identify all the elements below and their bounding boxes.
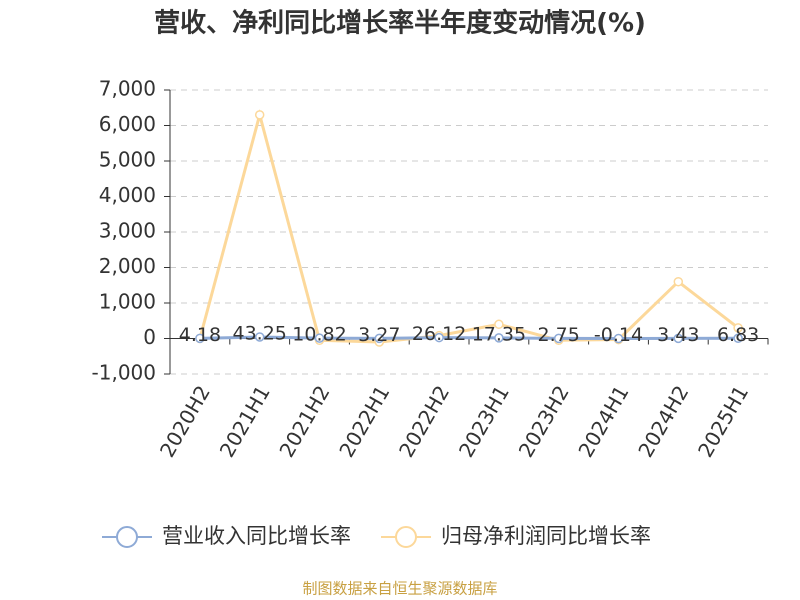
data-label: 6.83 — [717, 324, 759, 346]
data-label: 26.12 — [412, 323, 466, 345]
x-tick-label: 2025H1 — [693, 381, 753, 461]
data-label: 3.43 — [657, 324, 699, 346]
point — [673, 276, 684, 287]
y-tick-label: 3,000 — [99, 219, 156, 243]
y-tick-label: 5,000 — [99, 148, 156, 172]
legend-marker — [395, 526, 417, 548]
point — [254, 332, 265, 342]
point — [434, 332, 444, 343]
point — [733, 333, 743, 344]
legend-label: 营业收入同比增长率 — [162, 524, 351, 548]
y-tick-label: 4,000 — [99, 183, 156, 207]
y-tick-label: 1,000 — [99, 290, 156, 314]
data-label: -0.14 — [594, 324, 643, 346]
y-tick-label: -1,000 — [92, 361, 156, 385]
point — [673, 333, 684, 344]
data-label: 3.27 — [358, 324, 400, 346]
x-tick-label: 2021H1 — [215, 381, 275, 461]
x-tick-label: 2024H1 — [573, 381, 633, 461]
x-tick-label: 2024H2 — [633, 381, 693, 461]
data-label: 43.25 — [232, 322, 286, 344]
series-line — [198, 109, 740, 344]
point — [613, 333, 624, 344]
data-label: 17.35 — [472, 323, 526, 345]
x-tick-label: 2020H2 — [155, 381, 215, 461]
point — [254, 110, 265, 120]
legend-label: 归母净利润同比增长率 — [441, 524, 651, 548]
point — [494, 319, 504, 330]
x-tick-label: 2021H2 — [274, 381, 334, 461]
data-label: 4.18 — [179, 324, 221, 346]
x-tick-label: 2022H2 — [394, 381, 454, 461]
source: 制图数据来自恒生聚源数据库 — [302, 580, 497, 598]
y-tick-label: 6,000 — [99, 112, 156, 136]
point — [553, 333, 564, 344]
x-tick-label: 2023H2 — [514, 381, 574, 461]
point — [314, 333, 325, 343]
x-tick-label: 2023H1 — [454, 381, 514, 461]
point — [374, 333, 385, 344]
data-label: 10.82 — [292, 324, 346, 346]
x-tick-label: 2022H1 — [334, 381, 394, 461]
data-label: 2.75 — [538, 324, 580, 346]
point — [494, 333, 504, 343]
series-line — [199, 335, 739, 341]
y-tick-label: 2,000 — [99, 254, 156, 278]
chart-title: 营收、净利同比增长率半年度变动情况(%) — [154, 8, 646, 39]
point — [195, 333, 205, 344]
y-tick-label: 0 — [143, 325, 156, 349]
point — [733, 323, 743, 333]
legend-marker — [116, 526, 138, 548]
y-tick-label: 7,000 — [99, 77, 156, 101]
